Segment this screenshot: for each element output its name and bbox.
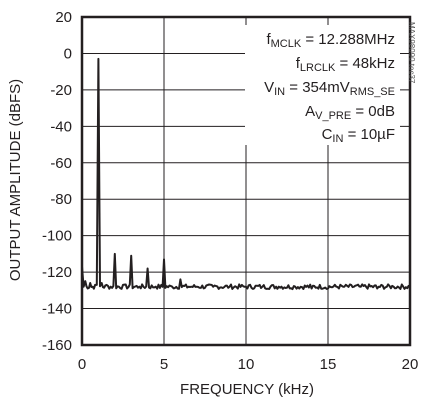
- x-tick-label: 10: [238, 356, 255, 373]
- x-tick-labels: 0 5 10 15 20: [78, 356, 419, 373]
- plot-frame: [80, 15, 412, 347]
- series-line: [81, 57, 411, 291]
- annotation-vin: VIN = 354mVRMS_SE: [264, 79, 395, 98]
- y-tick-labels: 20 0 -20 -40 -60 -80 -100 -120 -140 -160: [42, 9, 72, 354]
- annotation-cin: CIN = 10µF: [322, 126, 395, 145]
- x-tick-label: 20: [402, 356, 419, 373]
- y-tick-label: -120: [42, 264, 72, 281]
- y-axis-label: OUTPUT AMPLITUDE (dBFS): [7, 79, 24, 281]
- x-tick-label: 5: [160, 356, 168, 373]
- y-tick-label: -80: [50, 191, 72, 208]
- x-tick-label: 0: [78, 356, 86, 373]
- y-tick-label: -40: [50, 118, 72, 135]
- annotation-av-pre: AV_PRE = 0dB: [305, 103, 395, 122]
- y-tick-label: -60: [50, 155, 72, 172]
- annotation-background: [245, 25, 400, 145]
- annotation-lrclk: fLRCLK = 48kHz: [296, 55, 395, 74]
- y-tick-label: -20: [50, 82, 72, 99]
- y-tick-label: 20: [55, 9, 72, 26]
- y-tick-label: -100: [42, 228, 72, 245]
- y-tick-label: -160: [42, 337, 72, 354]
- y-tick-label: -140: [42, 301, 72, 318]
- y-tick-label: 0: [64, 45, 72, 62]
- annotation-mclk: fMCLK = 12.288MHz: [266, 31, 395, 50]
- figure-id: MAX98090 toc37: [407, 22, 416, 84]
- x-axis-label: FREQUENCY (kHz): [180, 381, 314, 398]
- x-tick-label: 15: [320, 356, 337, 373]
- annotation-block: fMCLK = 12.288MHz fLRCLK = 48kHz VIN = 3…: [264, 31, 395, 145]
